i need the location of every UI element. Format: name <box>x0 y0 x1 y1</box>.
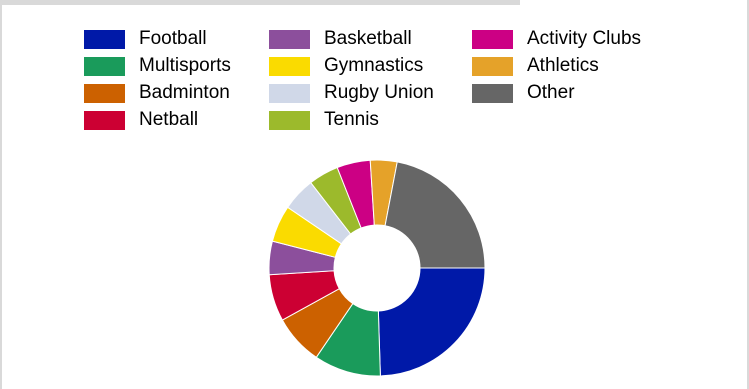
legend-label-netball: Netball <box>139 109 199 130</box>
legend-label-activity-clubs: Activity Clubs <box>527 28 642 49</box>
legend-label-tennis: Tennis <box>324 109 379 130</box>
legend-item-basketball: Basketball <box>269 28 412 50</box>
legend-item-multisports: Multisports <box>84 55 231 77</box>
legend-item-netball: Netball <box>84 109 198 131</box>
legend-swatch-gymnastics <box>269 56 310 76</box>
legend-label-rugby-union: Rugby Union <box>324 82 434 103</box>
legend-swatch-basketball <box>269 29 310 49</box>
legend-swatch-other <box>472 83 513 103</box>
legend-label-badminton: Badminton <box>139 82 230 103</box>
legend-swatch-rugby-union <box>269 83 310 103</box>
legend-swatch-multisports <box>84 56 125 76</box>
legend-swatch-football <box>84 29 125 49</box>
legend-label-multisports: Multisports <box>139 55 231 76</box>
legend-swatch-athletics <box>472 56 513 76</box>
legend-label-other: Other <box>527 82 575 103</box>
top-border-bar <box>2 0 520 5</box>
legend-item-rugby-union: Rugby Union <box>269 82 434 104</box>
legend-item-tennis: Tennis <box>269 109 379 131</box>
legend-label-football: Football <box>139 28 207 49</box>
donut-slice-football <box>377 267 486 377</box>
legend-label-athletics: Athletics <box>527 55 599 76</box>
legend-item-gymnastics: Gymnastics <box>269 55 423 77</box>
legend-swatch-badminton <box>84 83 125 103</box>
legend-item-football: Football <box>84 28 207 50</box>
legend-item-badminton: Badminton <box>84 82 230 104</box>
donut-slice-other <box>384 161 486 269</box>
legend-swatch-netball <box>84 110 125 130</box>
legend-label-basketball: Basketball <box>324 28 412 49</box>
legend-label-gymnastics: Gymnastics <box>324 55 424 76</box>
legend-item-activity-clubs: Activity Clubs <box>472 28 641 50</box>
legend-item-athletics: Athletics <box>472 55 599 77</box>
legend-swatch-activity-clubs <box>472 29 513 49</box>
legend-item-other: Other <box>472 82 575 104</box>
legend-swatch-tennis <box>269 110 310 130</box>
